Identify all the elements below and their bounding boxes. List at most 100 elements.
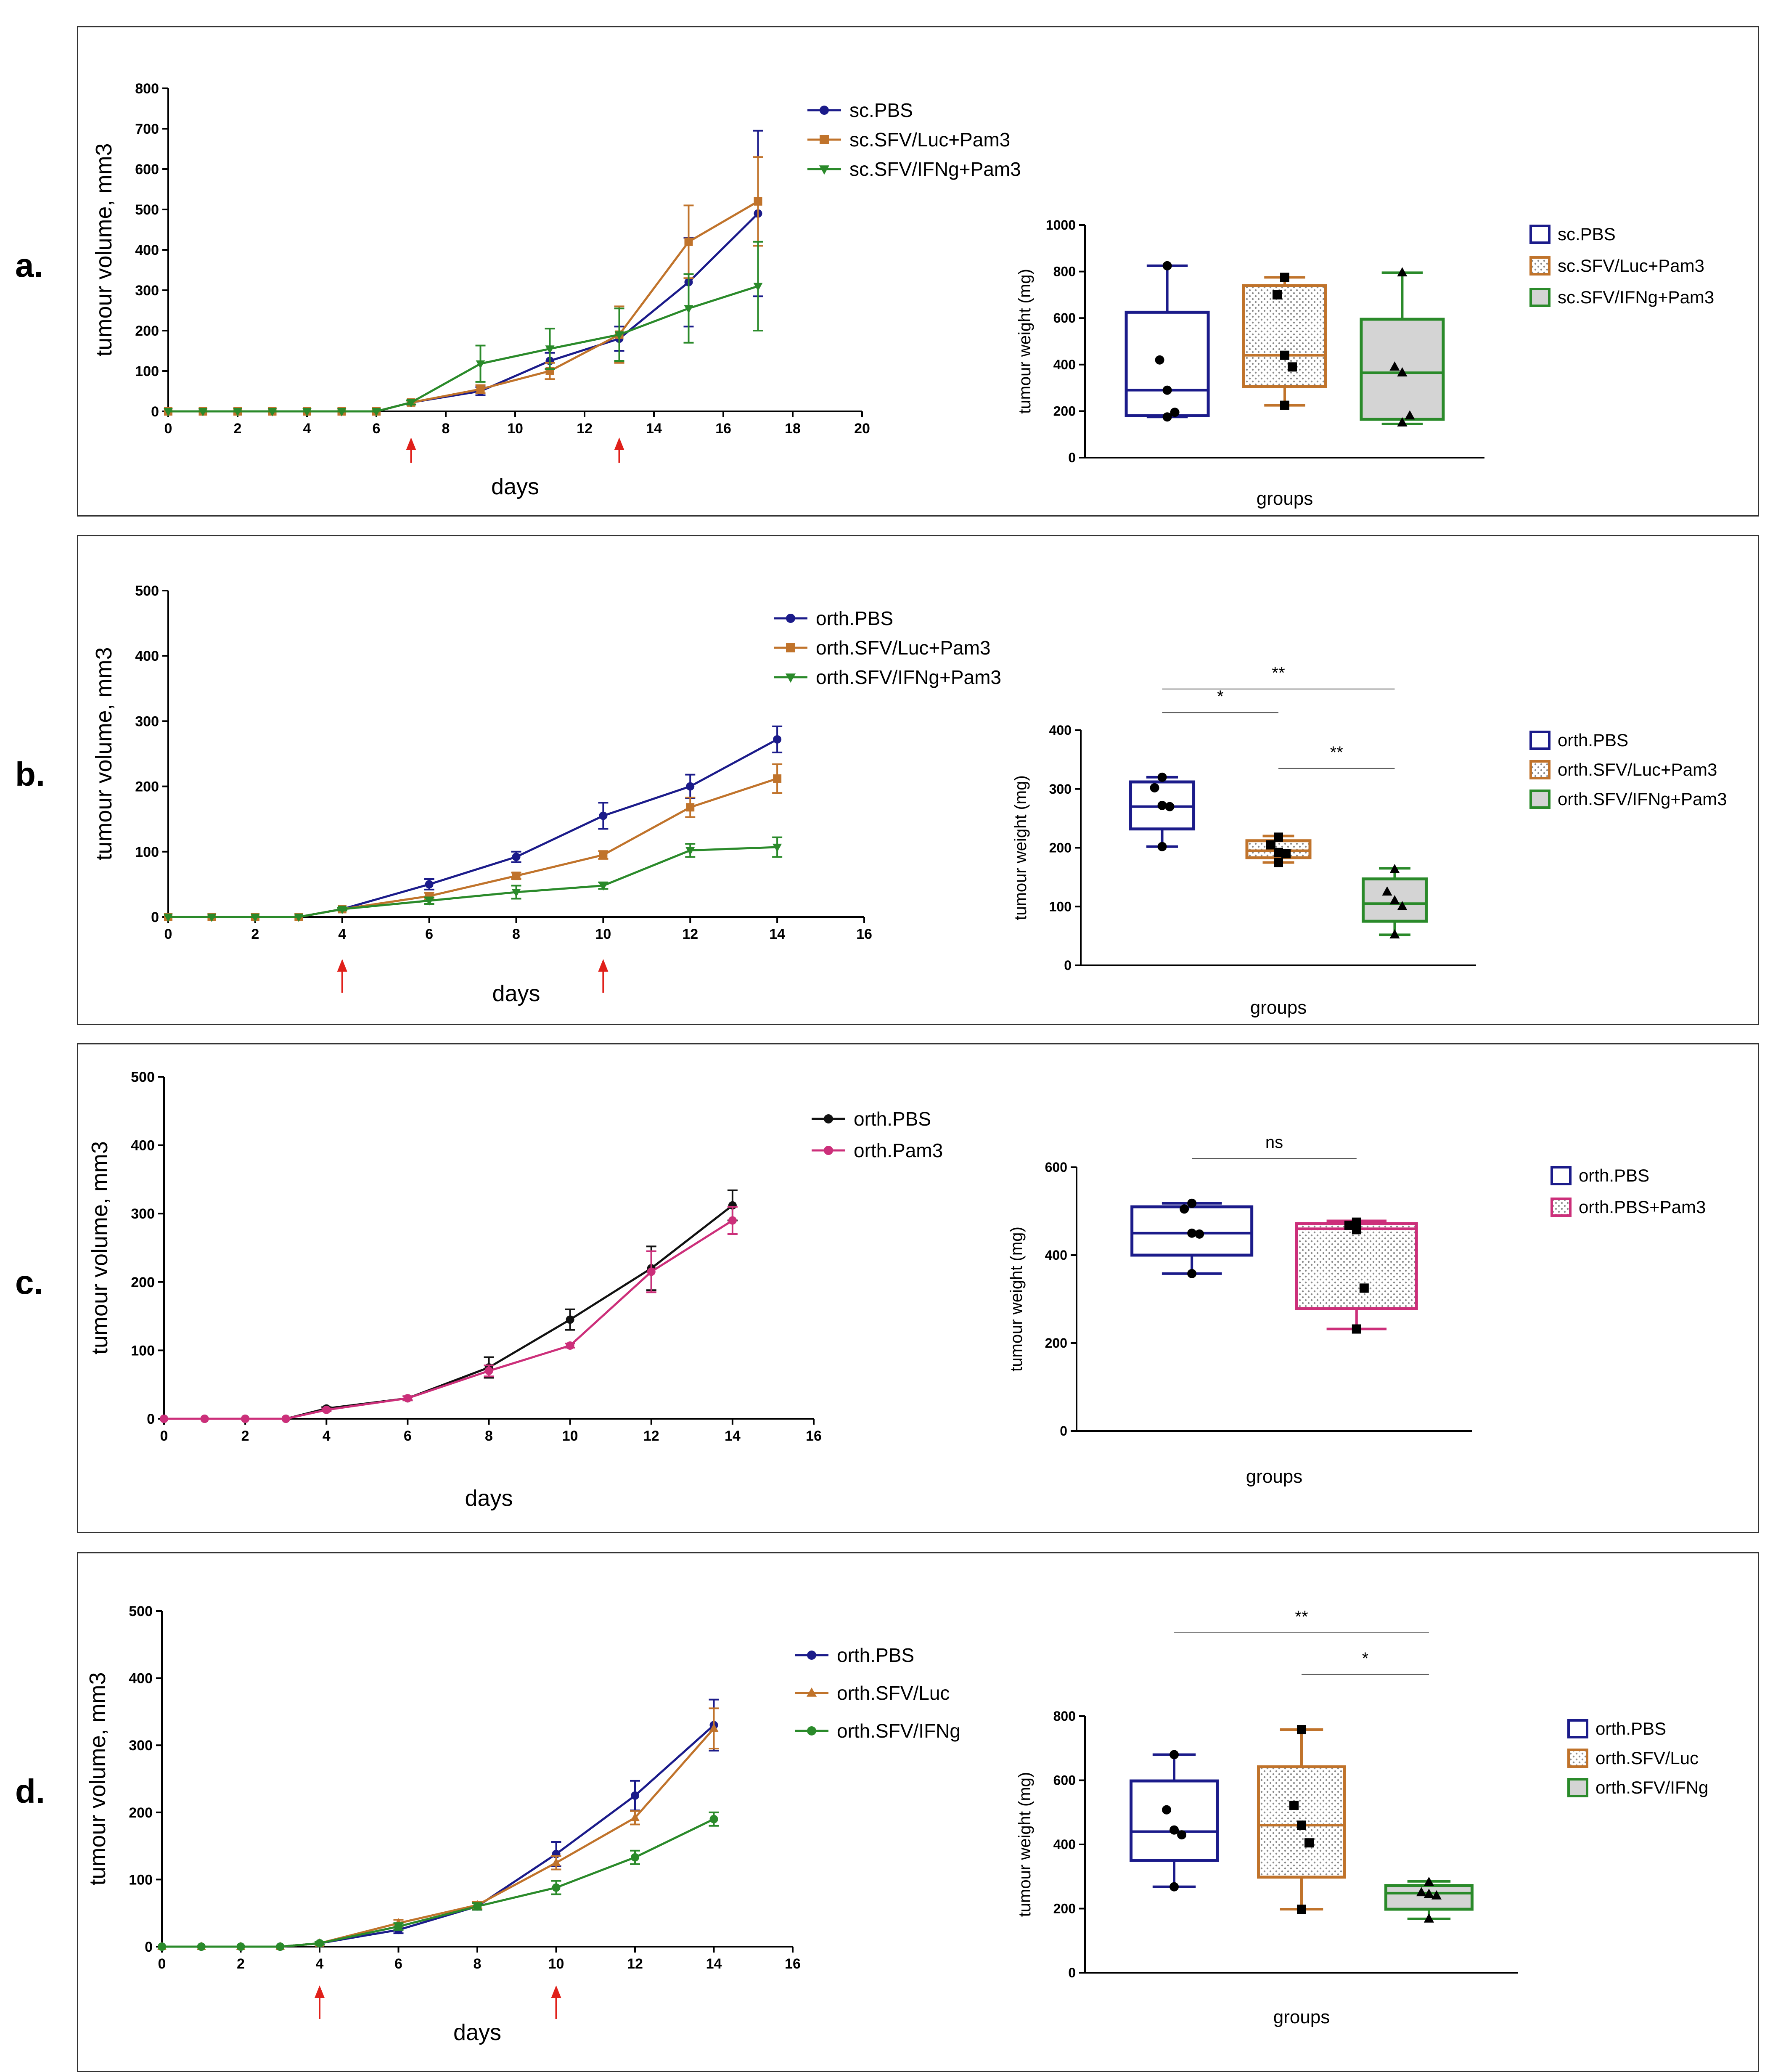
- panel-label-d: d.: [15, 1773, 45, 1810]
- series-orth.SFV/IFNg: orth.SFV/IFNg: [158, 1720, 960, 1951]
- treatment-arrow: [315, 1985, 325, 2019]
- data-point: [425, 880, 434, 889]
- data-point: [685, 847, 695, 856]
- x-tick-label: 16: [806, 1428, 822, 1444]
- data-point: [294, 914, 304, 922]
- data-point: [684, 305, 693, 314]
- y-tick-label: 500: [131, 1069, 155, 1085]
- significance-bracket: *: [1162, 687, 1278, 713]
- sample-point: [1187, 1198, 1197, 1208]
- x-axis-label: groups: [1246, 1466, 1303, 1487]
- treatment-arrow: [614, 437, 624, 463]
- y-tick-label: 400: [1049, 723, 1072, 738]
- x-tick-label: 4: [316, 1956, 324, 1972]
- x-axis-label: days: [453, 2020, 501, 2045]
- data-point: [599, 811, 608, 820]
- sample-point: [1344, 1220, 1354, 1230]
- x-tick-label: 6: [394, 1956, 402, 1972]
- sample-point: [1397, 901, 1408, 911]
- legend-swatch: [1529, 256, 1551, 276]
- data-point: [315, 1939, 324, 1948]
- legend-marker: [824, 1114, 833, 1123]
- box: [1242, 284, 1327, 388]
- data-point: [198, 408, 208, 416]
- sample-point: [1389, 895, 1400, 905]
- data-point: [512, 853, 521, 861]
- data-point: [164, 914, 173, 922]
- y-tick-label: 400: [135, 648, 159, 664]
- series-line: [164, 1219, 733, 1420]
- x-tick-label: 4: [303, 421, 311, 437]
- y-axis-label: tumour volume, mm3: [91, 647, 116, 860]
- x-tick-label: 2: [237, 1956, 245, 1972]
- data-point: [406, 399, 416, 408]
- legend-label: orth.PBS: [1595, 1719, 1666, 1738]
- sample-point: [1187, 1228, 1197, 1238]
- data-point: [773, 843, 782, 852]
- legend-marker: [820, 135, 829, 144]
- panel-c: c.: [15, 1043, 1759, 1533]
- x-tick-label: 8: [512, 926, 520, 942]
- y-tick-label: 300: [131, 1206, 155, 1222]
- data-point: [598, 882, 608, 891]
- y-tick-label: 500: [129, 1603, 153, 1619]
- arrow-head: [598, 959, 609, 972]
- y-tick-label: 400: [129, 1671, 153, 1687]
- x-tick-label: 12: [627, 1956, 643, 1972]
- legend-swatch: [1529, 760, 1551, 779]
- sample-point: [1273, 290, 1282, 299]
- legend-marker: [820, 106, 829, 115]
- data-point: [686, 782, 695, 791]
- y-tick-label: 200: [1053, 403, 1076, 419]
- x-tick-label: 16: [785, 1956, 801, 1972]
- series-line: [168, 846, 778, 918]
- series-sc.SFV/IFNg+Pam3: sc.SFV/IFNg+Pam3: [164, 158, 1021, 416]
- data-point: [160, 1415, 168, 1423]
- series-line: [168, 212, 759, 413]
- y-tick-label: 200: [1045, 1335, 1067, 1351]
- x-tick-label: 6: [425, 926, 433, 942]
- sample-point: [1162, 385, 1172, 395]
- data-point: [684, 237, 693, 246]
- data-point: [484, 1367, 493, 1375]
- series-orth.SFV/Luc: orth.SFV/Luc: [157, 1682, 950, 1950]
- data-point: [302, 408, 312, 416]
- sample-point: [1187, 1269, 1197, 1278]
- data-point: [566, 1341, 574, 1350]
- box-group-orth.SFV/Luc+Pam3: orth.SFV/Luc+Pam3: [1245, 760, 1717, 867]
- x-tick-label: 10: [562, 1428, 578, 1444]
- sample-point: [1389, 361, 1400, 371]
- y-tick-label: 100: [135, 363, 159, 379]
- legend-label: orth.PBS: [1579, 1166, 1649, 1185]
- significance-label: *: [1362, 1649, 1369, 1668]
- panel-3-charts: 0 100 200 300 400 500 0 2 4 6 8 10 12 14 16 tumour volu…: [85, 1603, 1708, 2045]
- y-tick-label: 200: [1053, 1901, 1076, 1916]
- legend-label: orth.PBS+Pam3: [1579, 1197, 1706, 1217]
- y-tick-label: 100: [135, 844, 159, 860]
- sample-point: [1397, 417, 1408, 427]
- arrow-head: [315, 1985, 325, 1998]
- arrow-head: [614, 437, 624, 450]
- data-point: [773, 735, 782, 744]
- legend-marker: [807, 1651, 816, 1660]
- box-group-sc.SFV/IFNg+Pam3: sc.SFV/IFNg+Pam3: [1360, 267, 1714, 427]
- data-point: [754, 197, 762, 206]
- x-tick-label: 4: [323, 1428, 331, 1444]
- y-axis-label: tumour weight (mg): [1007, 1227, 1026, 1372]
- sample-point: [1157, 842, 1167, 851]
- box-chart-3: 0 200 400 600 800 tumour weight (mg) groups ort…: [1016, 1608, 1708, 2027]
- y-tick-label: 0: [151, 909, 159, 925]
- sample-point: [1424, 1913, 1434, 1923]
- box-group-orth.PBS+Pam3: orth.PBS+Pam3: [1295, 1197, 1706, 1334]
- significance-label: **: [1330, 743, 1343, 762]
- data-point: [158, 1942, 166, 1951]
- data-point: [281, 1415, 290, 1423]
- sample-point: [1169, 1750, 1179, 1759]
- legend-label: sc.SFV/Luc+Pam3: [1558, 256, 1704, 276]
- x-tick-label: 12: [643, 1428, 659, 1444]
- data-point: [267, 408, 277, 416]
- y-tick-label: 200: [1049, 840, 1072, 856]
- legend-marker: [806, 1687, 817, 1697]
- x-tick-label: 16: [715, 421, 731, 437]
- y-tick-label: 800: [1053, 1709, 1076, 1724]
